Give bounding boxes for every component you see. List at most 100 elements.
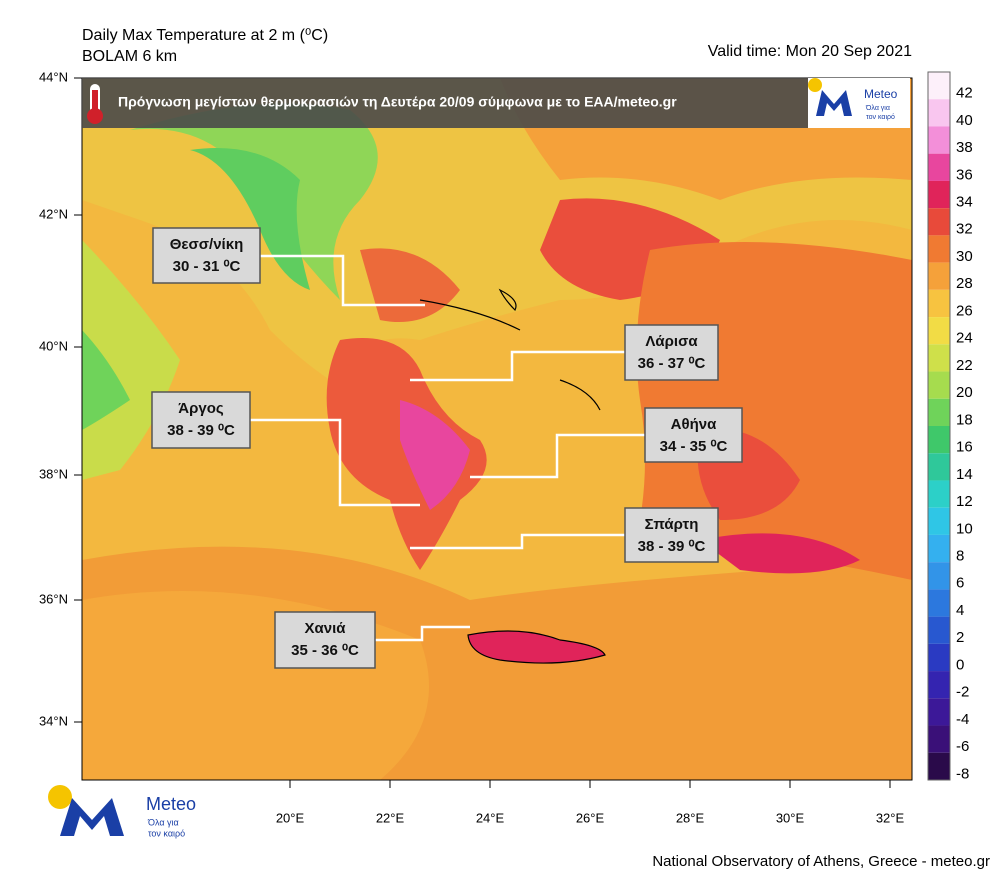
colorbar-label: 30 [956, 248, 973, 265]
city-range: 30 - 31 ⁰C [173, 258, 241, 275]
colorbar-swatch [928, 725, 950, 753]
colorbar-label: 14 [956, 466, 973, 483]
title: Daily Max Temperature at 2 m (⁰C) [82, 27, 328, 44]
credit: National Observatory of Athens, Greece -… [652, 853, 990, 870]
colorbar-label: -2 [956, 684, 969, 701]
colorbar-swatch [928, 562, 950, 590]
colorbar-label: 4 [956, 602, 964, 619]
city-box-bg [151, 391, 251, 449]
colorbar-label: 42 [956, 85, 973, 102]
colorbar-swatch [928, 235, 950, 263]
lat-label: 44°N [39, 69, 68, 84]
banner-logo-name: Meteo [864, 87, 898, 101]
colorbar-label: -8 [956, 765, 969, 782]
colorbar-swatch [928, 398, 950, 426]
colorbar-label: 8 [956, 548, 964, 565]
city-range: 35 - 36 ⁰C [291, 642, 359, 659]
colorbar-swatch [928, 99, 950, 127]
colorbar-swatch [928, 289, 950, 318]
colorbar-label: 12 [956, 493, 973, 510]
colorbar-swatch [928, 698, 950, 726]
connectors [250, 254, 645, 642]
lon-label: 24°E [476, 810, 505, 825]
colorbar-swatch [928, 344, 950, 372]
footer-logo-tagline: Όλα για [147, 817, 179, 827]
colorbar-label: 36 [956, 166, 973, 183]
city-name: Αθήνα [671, 416, 717, 433]
city-box: Θεσσ/νίκη 30 - 31 ⁰C [152, 227, 261, 284]
city-range: 34 - 35 ⁰C [660, 438, 728, 455]
lon-label: 30°E [776, 810, 805, 825]
colorbar-swatch [928, 507, 950, 535]
lon-label: 20°E [276, 810, 305, 825]
colorbar-label: 10 [956, 520, 973, 537]
colorbar-label: 22 [956, 357, 973, 374]
subtitle: BOLAM 6 km [82, 48, 177, 65]
colorbar-label: 0 [956, 656, 964, 673]
colorbar-swatch [928, 262, 950, 290]
lon-label: 32°E [876, 810, 905, 825]
colorbar-swatch [928, 371, 950, 399]
city-range: 38 - 39 ⁰C [638, 538, 706, 555]
colorbar-swatch [928, 752, 950, 780]
colorbar-swatch [928, 180, 950, 209]
footer-logo-name: Meteo [146, 794, 196, 814]
colorbar-swatch [928, 208, 950, 236]
colorbar-swatch [928, 126, 950, 154]
city-name: Σπάρτη [645, 516, 699, 533]
colorbar-swatch [928, 453, 950, 481]
city-box-bg [152, 227, 261, 284]
city-name: Θεσσ/νίκη [170, 236, 244, 253]
colorbar-swatch [928, 480, 950, 508]
city-range: 38 - 39 ⁰C [167, 422, 235, 439]
colorbar-label: 38 [956, 139, 973, 156]
lat-label: 36°N [39, 591, 68, 606]
colorbar-label: 32 [956, 221, 973, 238]
colorbar-label: 40 [956, 112, 973, 129]
city-name: Χανιά [305, 620, 347, 637]
colorbar-label: 34 [956, 194, 973, 211]
colorbar-label: 20 [956, 384, 973, 401]
banner-text: Πρόγνωση μεγίστων θερμοκρασιών τη Δευτέρ… [118, 94, 677, 110]
lat-label: 42°N [39, 206, 68, 221]
colorbar-swatch [928, 643, 950, 672]
colorbar-swatch [928, 589, 950, 617]
colorbar-label: -4 [956, 711, 969, 728]
colorbar-swatch [928, 426, 950, 454]
colorbar-label: 18 [956, 411, 973, 428]
colorbar-swatch [928, 317, 950, 345]
city-box: Αθήνα 34 - 35 ⁰C [644, 407, 743, 463]
colorbar-frame [927, 71, 951, 781]
colorbar-label: -6 [956, 738, 969, 755]
lon-label: 22°E [376, 810, 405, 825]
city-box: Άργος 38 - 39 ⁰C [151, 391, 251, 449]
colorbar-label: 26 [956, 302, 973, 319]
city-box-bg [624, 507, 719, 563]
city-name: Άργος [178, 400, 224, 417]
colorbar-label: 24 [956, 330, 973, 347]
colorbar-swatch [928, 153, 950, 181]
footer-logo-tagline: τον καιρό [148, 828, 185, 838]
city-box-bg [644, 407, 743, 463]
valid-time: Valid time: Mon 20 Sep 2021 [708, 43, 912, 60]
lat-label: 34°N [39, 713, 68, 728]
colorbar-label: 28 [956, 275, 973, 292]
colorbar-swatch [928, 534, 950, 563]
map [82, 78, 912, 780]
colorbar-label: 16 [956, 439, 973, 456]
city-box: Σπάρτη 38 - 39 ⁰C [624, 507, 719, 563]
city-range: 36 - 37 ⁰C [638, 355, 706, 372]
colorbar-swatch [928, 72, 950, 100]
colorbar-label: 6 [956, 575, 964, 592]
banner-logo-tagline: τον καιρό [866, 113, 895, 121]
banner: Πρόγνωση μεγίστων θερμοκρασιών τη Δευτέρ… [82, 78, 910, 128]
lat-label: 38°N [39, 466, 68, 481]
colorbar-swatch [928, 671, 950, 699]
footer-logo: Meteo Όλα για τον καιρό [48, 785, 196, 838]
lon-label: 28°E [676, 810, 705, 825]
city-box: Χανιά 35 - 36 ⁰C [274, 611, 376, 669]
city-box: Λάρισα 36 - 37 ⁰C [624, 324, 719, 381]
city-box-bg [274, 611, 376, 669]
colorbar-swatch [928, 616, 950, 644]
